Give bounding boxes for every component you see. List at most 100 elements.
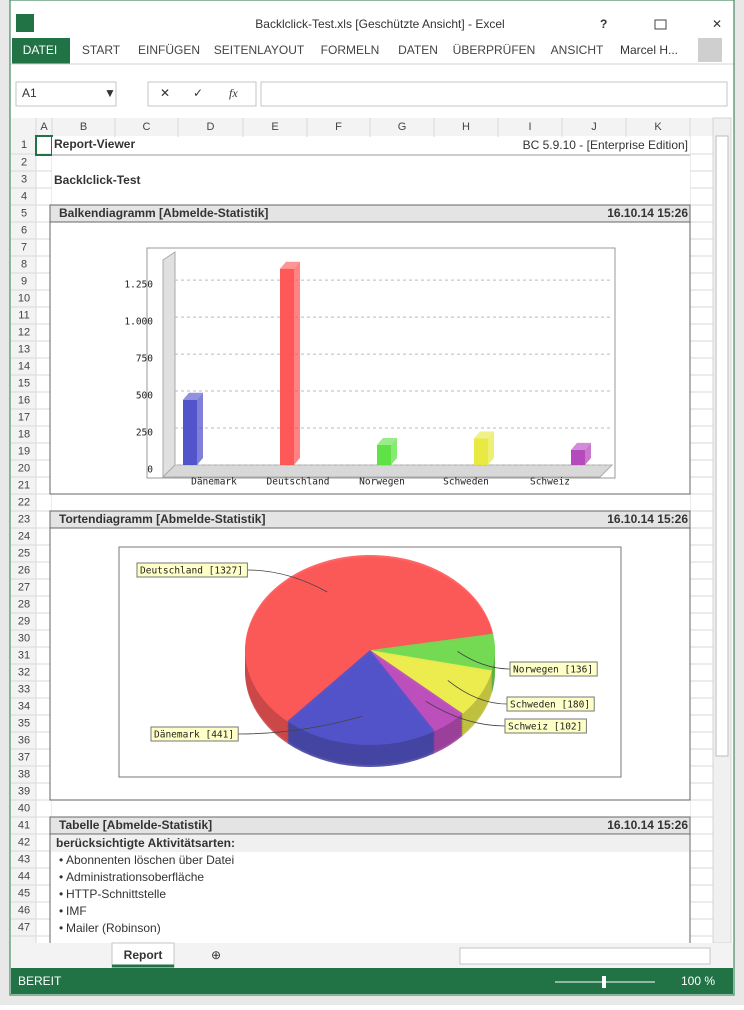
callout-line xyxy=(425,700,506,727)
column-header-bar xyxy=(11,118,713,136)
formula-input[interactable] xyxy=(260,81,728,107)
status-mode: BEREIT xyxy=(18,974,62,988)
section-header xyxy=(49,204,691,223)
column-header: D xyxy=(207,121,215,133)
row-header: 25 xyxy=(18,547,30,559)
bar xyxy=(377,444,391,465)
section-timestamp: 16.10.14 15:26 xyxy=(607,206,688,220)
row-header: 27 xyxy=(18,581,30,593)
row-header: 39 xyxy=(18,785,30,797)
maximize-button[interactable] xyxy=(654,19,667,30)
callout-line xyxy=(447,680,508,705)
ribbon-tab[interactable]: DATEN xyxy=(398,43,438,57)
ribbon-tab[interactable]: FORMELN xyxy=(321,43,380,57)
row-header: 3 xyxy=(21,173,27,185)
scroll-thumb[interactable] xyxy=(715,135,729,757)
bar-top xyxy=(280,261,300,269)
close-button[interactable]: ✕ xyxy=(712,17,722,31)
row-header: 22 xyxy=(18,496,30,508)
horizontal-scrollbar[interactable] xyxy=(459,947,711,965)
user-name[interactable]: Marcel H... xyxy=(620,43,678,57)
fx-icon[interactable]: fx xyxy=(229,86,238,100)
x-tick-label: Schweden xyxy=(443,477,489,488)
callout-box xyxy=(150,726,239,742)
callout-box xyxy=(506,696,595,712)
table-bullet: • xyxy=(59,853,63,867)
bar xyxy=(280,268,294,465)
row-header: 7 xyxy=(21,241,27,253)
ribbon-tab[interactable]: START xyxy=(82,43,121,57)
table-bullet: • xyxy=(59,904,63,918)
bar-side xyxy=(197,392,203,465)
row-header: 41 xyxy=(18,819,30,831)
row-header: 29 xyxy=(18,615,30,627)
slice-label: Schweden [180] xyxy=(510,700,590,711)
name-box[interactable] xyxy=(15,81,117,107)
column-header: I xyxy=(528,121,531,133)
y-tick-label: 1.000 xyxy=(124,317,153,328)
row-header: 38 xyxy=(18,768,30,780)
status-bar xyxy=(11,968,733,994)
ribbon-tab[interactable]: ANSICHT xyxy=(551,43,604,57)
sheet-tab[interactable] xyxy=(111,942,175,968)
slice-label: Norwegen [136] xyxy=(513,665,593,676)
ribbon-tab[interactable]: SEITENLAYOUT xyxy=(214,43,305,57)
add-sheet[interactable]: ⊕ xyxy=(211,948,221,962)
bar-top xyxy=(183,392,203,400)
column-header: E xyxy=(271,121,278,133)
table-item: HTTP-Schnittstelle xyxy=(66,887,166,901)
table-item: Mailer (Robinson) xyxy=(66,921,161,935)
column-header: B xyxy=(80,121,87,133)
bar xyxy=(571,449,585,465)
table-bullet: • xyxy=(59,921,63,935)
table-item: Administrationsoberfläche xyxy=(66,870,204,884)
cancel-icon[interactable]: ✕ xyxy=(160,86,170,100)
enter-icon[interactable]: ✓ xyxy=(193,86,203,100)
table-bullet: • xyxy=(59,887,63,901)
row-header: 13 xyxy=(18,343,30,355)
bar-side xyxy=(488,431,494,465)
ribbon-tab[interactable]: DATEI xyxy=(23,43,57,57)
y-tick-label: 250 xyxy=(136,428,153,439)
slice-label: Dänemark [441] xyxy=(154,730,234,741)
help-button[interactable]: ? xyxy=(600,17,607,31)
pie-slice xyxy=(370,650,493,714)
table-heading: berücksichtigte Aktivitätsarten: xyxy=(56,836,235,850)
table-item: IMF xyxy=(66,904,87,918)
sheet-tab-text: Report xyxy=(124,948,163,962)
row-header: 6 xyxy=(21,224,27,236)
row-header: 12 xyxy=(18,326,30,338)
zoom-thumb[interactable] xyxy=(602,976,606,988)
window-title: Backlclick-Test.xls [Geschützte Ansicht]… xyxy=(255,17,504,31)
x-tick-label: Dänemark xyxy=(191,477,237,488)
row-header: 23 xyxy=(18,513,30,525)
y-tick-label: 750 xyxy=(136,354,153,365)
report-title: Report-Viewer xyxy=(54,137,135,151)
column-header: H xyxy=(462,121,470,133)
row-header: 1 xyxy=(21,139,27,151)
row-header: 16 xyxy=(18,394,30,406)
ribbon-tab[interactable]: EINFÜGEN xyxy=(138,43,200,57)
section-header xyxy=(49,816,691,835)
name-box-arrow: ▼ xyxy=(104,86,116,100)
y-tick-label: 1.250 xyxy=(124,280,153,291)
callout-box xyxy=(136,562,248,578)
row-header: 37 xyxy=(18,751,30,763)
row-header: 46 xyxy=(18,904,30,916)
bar-top xyxy=(571,442,591,450)
row-header: 10 xyxy=(18,292,30,304)
ribbon-tab[interactable]: ÜBERPRÜFEN xyxy=(453,43,536,57)
row-header: 24 xyxy=(18,530,30,542)
row-header: 32 xyxy=(18,666,30,678)
row-header: 11 xyxy=(18,309,29,321)
column-header: F xyxy=(335,121,342,133)
row-header: 4 xyxy=(21,190,27,202)
callout-box xyxy=(504,718,587,734)
row-header: 33 xyxy=(18,683,30,695)
section-header xyxy=(49,510,691,529)
bar-top xyxy=(474,431,494,439)
x-tick-label: Norwegen xyxy=(359,477,405,488)
pie-slice xyxy=(245,555,494,722)
chart-floor xyxy=(161,464,614,478)
